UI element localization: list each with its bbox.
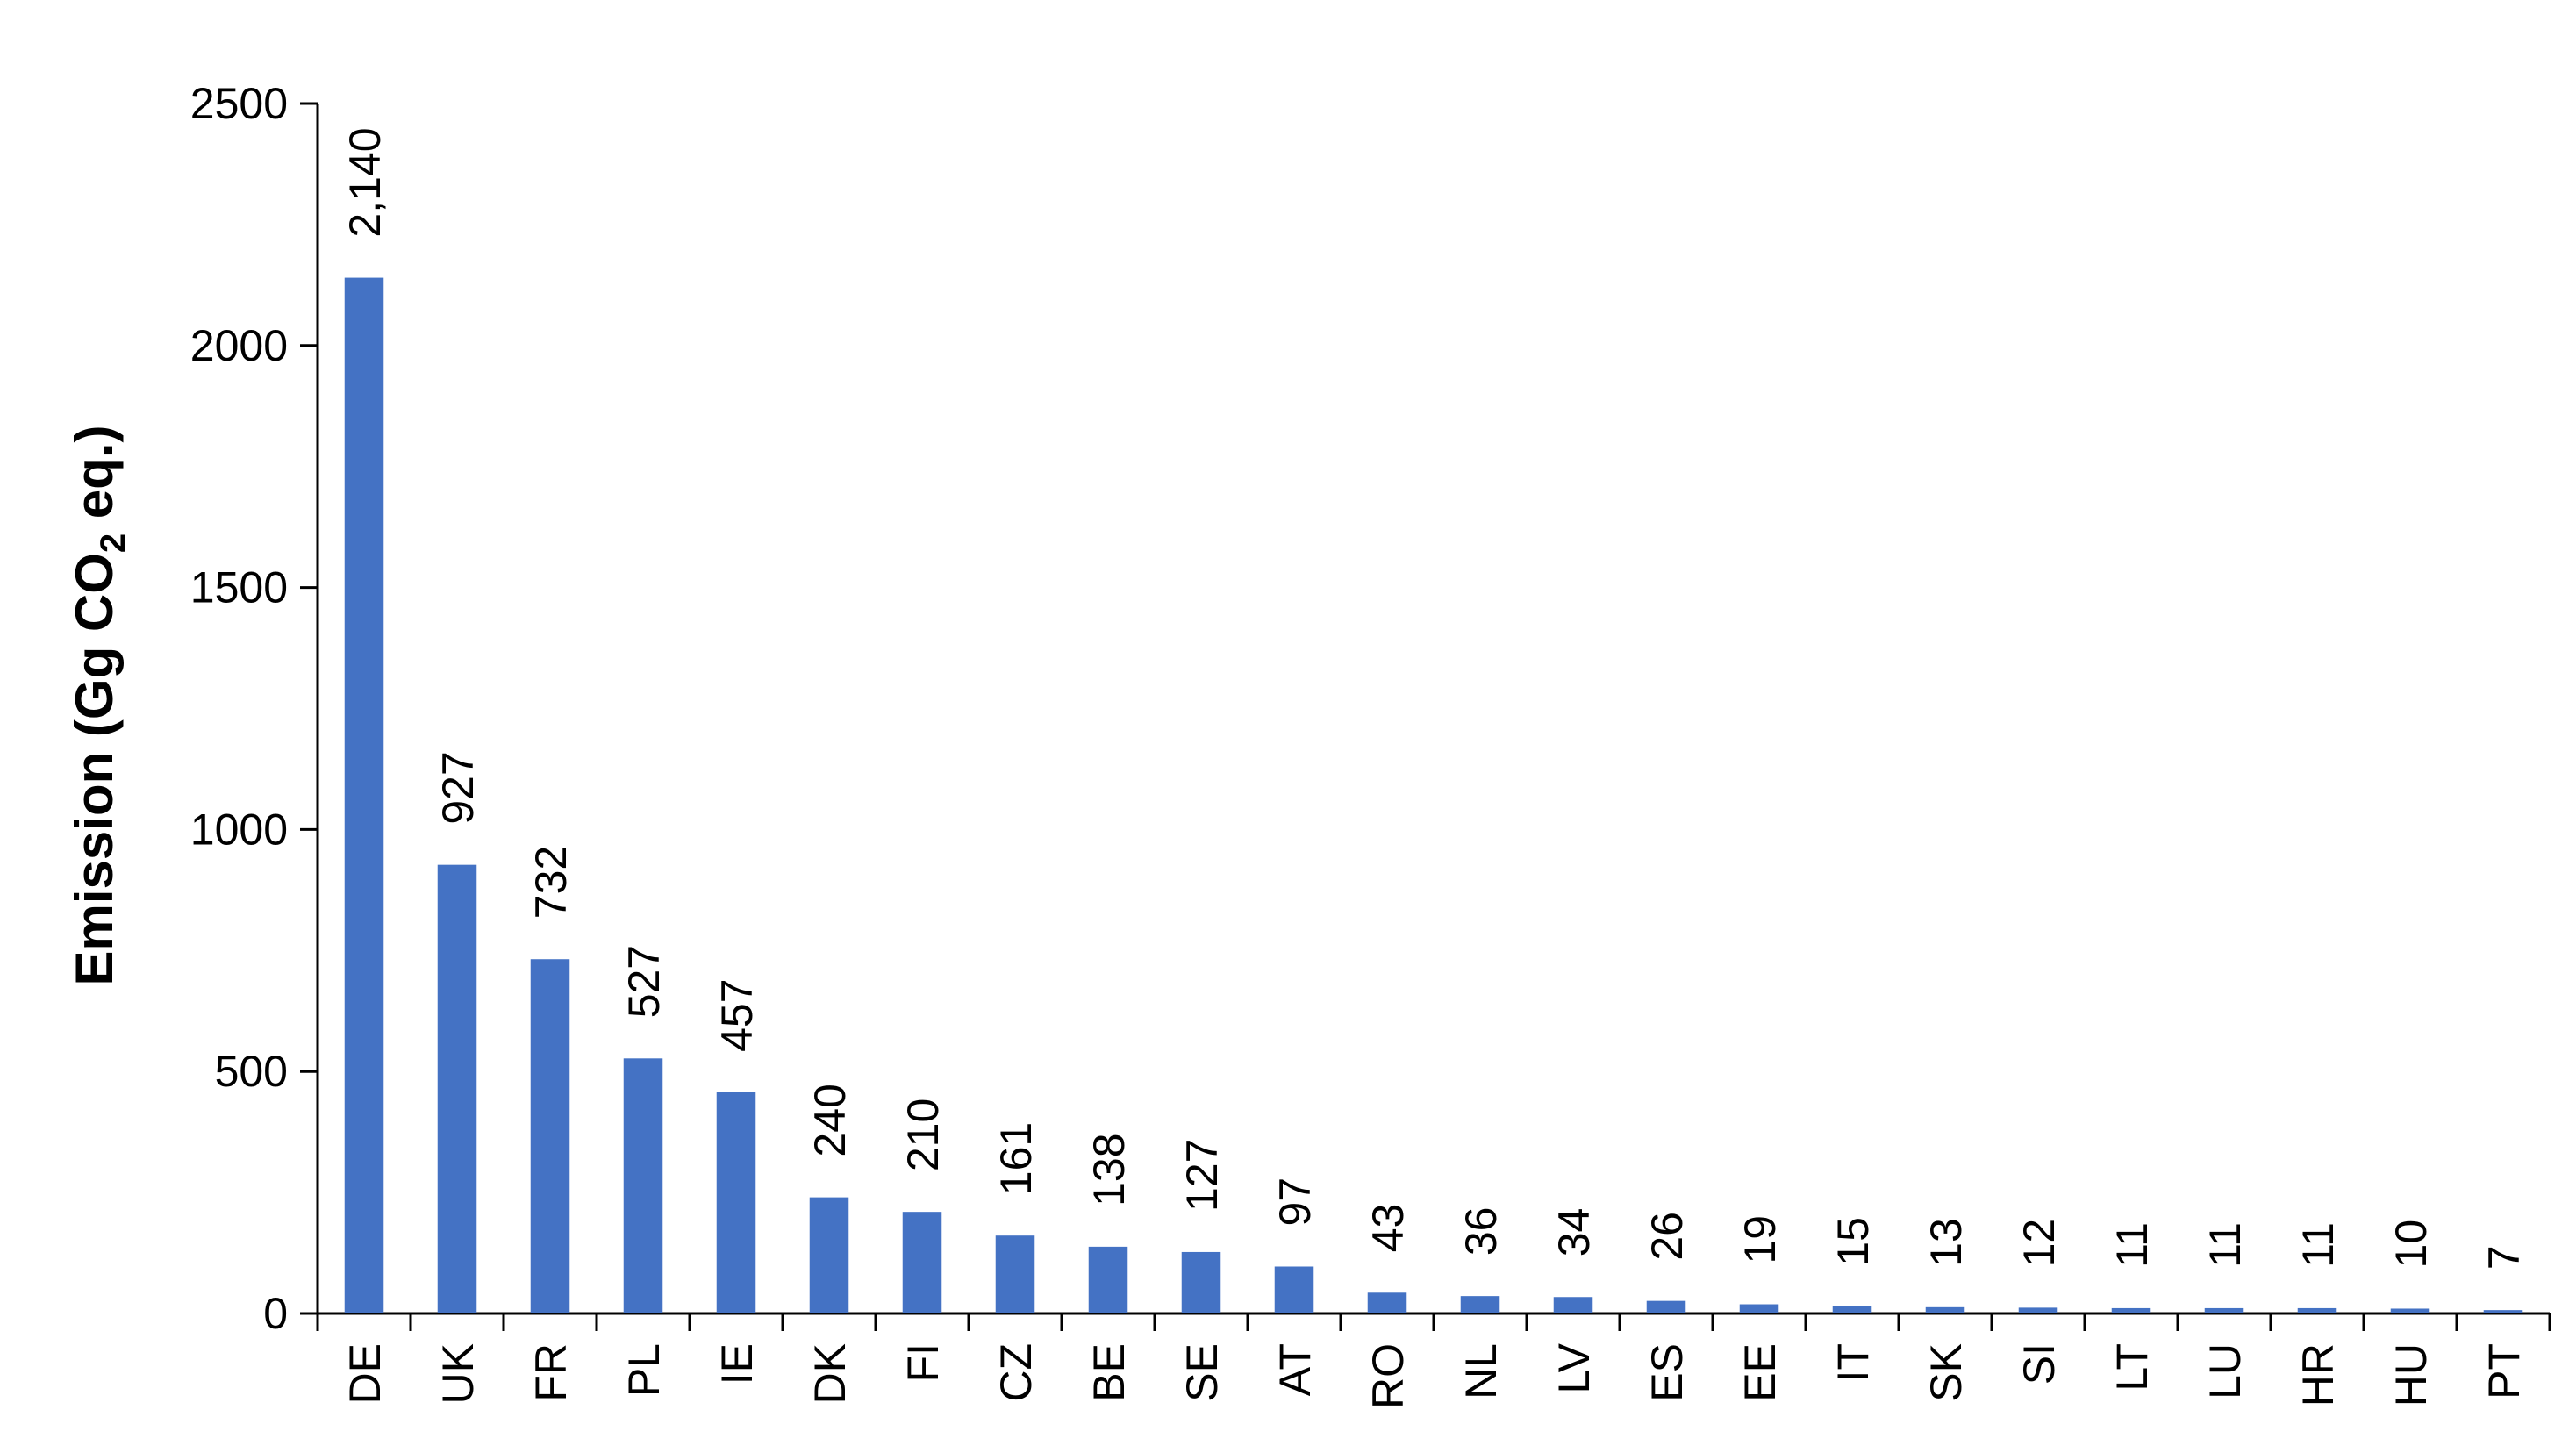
data-label-nl: 36: [1456, 1207, 1506, 1256]
data-label-it: 15: [1828, 1217, 1878, 1266]
x-tick-label-hu: HU: [2386, 1343, 2436, 1406]
x-tick-label-ie: IE: [712, 1343, 762, 1385]
x-tick-label-nl: NL: [1456, 1343, 1506, 1399]
bar-ro: [1367, 1292, 1407, 1313]
data-label-de: 2,140: [340, 127, 390, 237]
data-label-lt: 11: [2107, 1222, 2157, 1268]
y-axis-title: Emission (Gg CO2 eq.): [65, 426, 132, 986]
x-tick-label-be: BE: [1084, 1343, 1134, 1402]
data-label-hu: 10: [2386, 1220, 2436, 1269]
x-tick-label-lu: LU: [2200, 1343, 2250, 1399]
data-label-at: 97: [1270, 1177, 1320, 1227]
x-tick-label-se: SE: [1177, 1343, 1227, 1402]
data-label-lv: 34: [1549, 1208, 1599, 1257]
data-label-es: 26: [1642, 1212, 1692, 1261]
y-axis-title-main: Emission (Gg CO: [65, 553, 124, 985]
bar-hu: [2390, 1308, 2430, 1313]
y-axis-title-end: eq.): [65, 426, 124, 533]
bar-ee: [1739, 1304, 1779, 1313]
data-label-pt: 7: [2479, 1245, 2529, 1270]
y-tick-label: 2000: [190, 321, 288, 370]
y-tick-label: 1000: [190, 805, 288, 854]
bar-nl: [1460, 1296, 1500, 1313]
x-tick-label-ee: EE: [1735, 1343, 1785, 1402]
bar-be: [1088, 1246, 1128, 1313]
bar-es: [1646, 1300, 1686, 1313]
bar-ie: [716, 1092, 756, 1313]
x-tick-label-es: ES: [1642, 1343, 1692, 1402]
bar-se: [1181, 1251, 1221, 1313]
x-tick-label-uk: UK: [433, 1343, 483, 1404]
bar-cz: [995, 1235, 1035, 1313]
bar-si: [2018, 1307, 2058, 1313]
y-tick-label: 500: [215, 1047, 288, 1096]
x-tick-label-si: SI: [2014, 1343, 2064, 1385]
bar-at: [1274, 1266, 1314, 1313]
bar-pt: [2483, 1310, 2523, 1313]
x-tick-label-it: IT: [1828, 1343, 1878, 1382]
data-label-sk: 13: [1921, 1218, 1971, 1267]
data-label-be: 138: [1084, 1133, 1134, 1206]
data-label-ee: 19: [1735, 1215, 1785, 1264]
labels: 2,140 DE 927 UK 732 FR 527 PL 457 IE 240 DK 210 FI 161…: [340, 127, 2529, 1409]
axes: 0 500 1000 1500 2000 2500: [190, 79, 2551, 1338]
x-tick-label-fi: FI: [898, 1343, 948, 1382]
y-tick-label: 0: [263, 1289, 288, 1338]
x-tick-label-sk: SK: [1921, 1343, 1971, 1402]
x-tick-label-ro: RO: [1363, 1343, 1413, 1409]
y-tick-label: 2500: [190, 79, 288, 128]
bar-fi: [902, 1212, 942, 1313]
bar-it: [1832, 1306, 1872, 1313]
svg-text:Emission (Gg CO2 eq.): Emission (Gg CO2 eq.): [65, 426, 132, 986]
data-label-fr: 732: [526, 846, 576, 919]
bar-sk: [1925, 1306, 1965, 1313]
bars: [344, 277, 2523, 1314]
data-label-cz: 161: [991, 1122, 1041, 1195]
y-axis-title-subscript: 2: [94, 533, 132, 553]
bar-lt: [2111, 1307, 2151, 1313]
x-tick-label-pl: PL: [619, 1343, 669, 1397]
bar-lu: [2204, 1307, 2244, 1313]
y-tick-label: 1500: [190, 563, 288, 612]
x-tick-label-dk: DK: [805, 1343, 855, 1404]
bar-de: [344, 277, 384, 1314]
x-tick-label-lt: LT: [2107, 1343, 2157, 1392]
data-label-dk: 240: [805, 1084, 855, 1156]
x-tick-label-fr: FR: [526, 1343, 576, 1402]
x-tick-label-at: AT: [1270, 1343, 1320, 1396]
data-label-si: 12: [2014, 1219, 2064, 1268]
data-label-fi: 210: [898, 1099, 948, 1171]
bar-fr: [530, 959, 570, 1313]
data-label-se: 127: [1177, 1139, 1227, 1212]
x-tick-label-hr: HR: [2293, 1343, 2343, 1406]
bar-dk: [809, 1197, 849, 1313]
bar-hr: [2297, 1307, 2337, 1313]
data-label-ro: 43: [1363, 1204, 1413, 1253]
x-tick-label-pt: PT: [2479, 1343, 2529, 1399]
x-tick-label-cz: CZ: [991, 1343, 1041, 1402]
data-label-pl: 527: [619, 945, 669, 1018]
bar-uk: [437, 864, 477, 1313]
x-tick-label-lv: LV: [1549, 1342, 1599, 1393]
data-label-uk: 927: [433, 751, 483, 824]
data-label-hr: 11: [2293, 1222, 2343, 1268]
data-label-lu: 11: [2200, 1222, 2250, 1268]
bar-lv: [1553, 1297, 1593, 1313]
x-tick-label-de: DE: [340, 1343, 390, 1404]
data-label-ie: 457: [712, 978, 762, 1051]
bar-pl: [623, 1058, 663, 1313]
